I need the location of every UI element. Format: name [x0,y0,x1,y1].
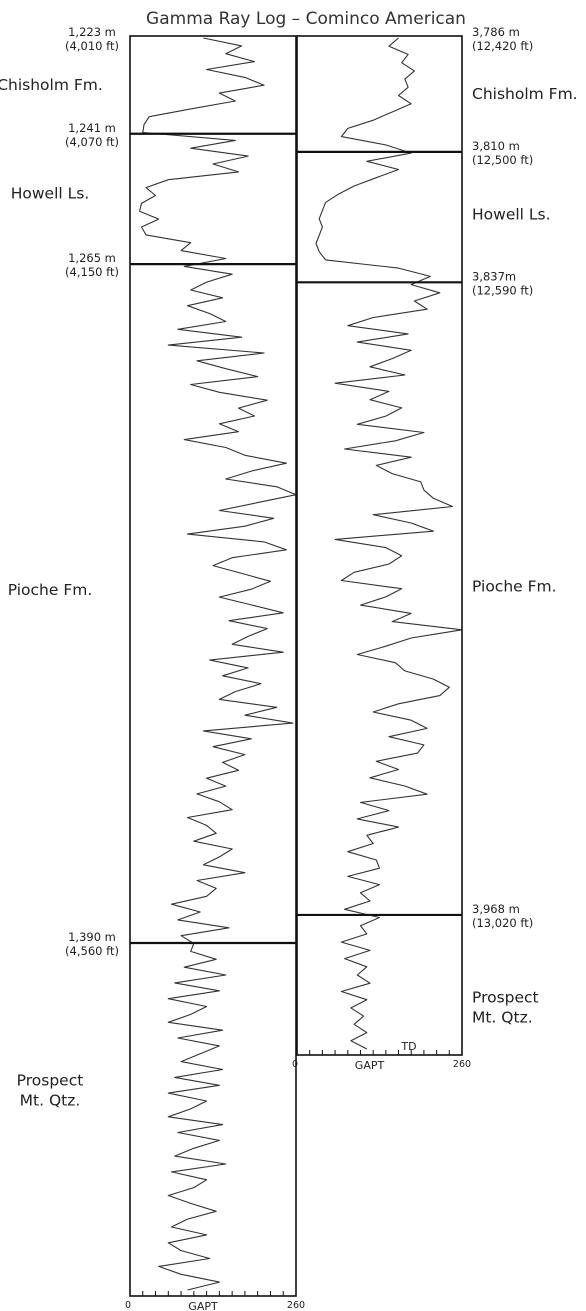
formation-name: Pioche Fm. [8,581,93,599]
depth-label-ft: (12,500 ft) [472,153,533,167]
x-tick-label: 0 [125,1300,131,1311]
gamma-ray-curve [315,37,463,1050]
formation-name: Howell Ls. [11,185,90,203]
depth-label-ft: (13,020 ft) [472,916,533,930]
depth-label-ft: (4,070 ft) [65,135,119,149]
depth-label: 3,810 m [472,139,520,153]
formation-name: Howell Ls. [472,206,551,224]
total-depth-label: TD [400,1040,416,1053]
x-axis-label: GAPT [355,1059,385,1072]
figure-title: Gamma Ray Log – Cominco American [146,9,466,29]
depth-label: 1,223 m [68,25,116,39]
formation-name: Chisholm Fm. [0,76,103,94]
x-axis-label: GAPT [188,1300,218,1311]
depth-label-ft: (12,420 ft) [472,39,533,53]
formation-name: Pioche Fm. [472,578,557,596]
well-log-right: 3,786 m(12,420 ft) 3,810 m(12,500 ft) 3,83… [292,25,578,1072]
depth-label: 1,241 m [68,121,116,135]
formation-name-line2: Mt. Qtz. [472,1009,533,1027]
depth-label-ft: (12,590 ft) [472,283,533,297]
depth-label: 1,390 m [68,930,116,944]
formation-name: Chisholm Fm. [472,85,578,103]
x-tick-label: 0 [292,1059,298,1070]
formation-name: Prospect [17,1072,84,1090]
x-tick-label: 260 [453,1059,471,1070]
formation-name-line2: Mt. Qtz. [20,1092,81,1110]
depth-label-ft: (4,560 ft) [65,944,119,958]
depth-label: 3,968 m [472,902,520,916]
well-log-left: 1,223 m(4,010 ft) 1,241 m(4,070 ft) 1,265 … [0,25,305,1311]
depth-label-ft: (4,010 ft) [65,39,119,53]
depth-label: 1,265 m [68,251,116,265]
track-border [296,35,463,1056]
formation-name: Prospect [472,989,539,1007]
track-border [129,35,297,1297]
gamma-ray-curve [139,37,297,1291]
depth-label-ft: (4,150 ft) [65,265,119,279]
depth-label: 3,786 m [472,25,520,39]
depth-label: 3,837m [472,269,516,283]
x-tick-label: 260 [287,1300,305,1311]
